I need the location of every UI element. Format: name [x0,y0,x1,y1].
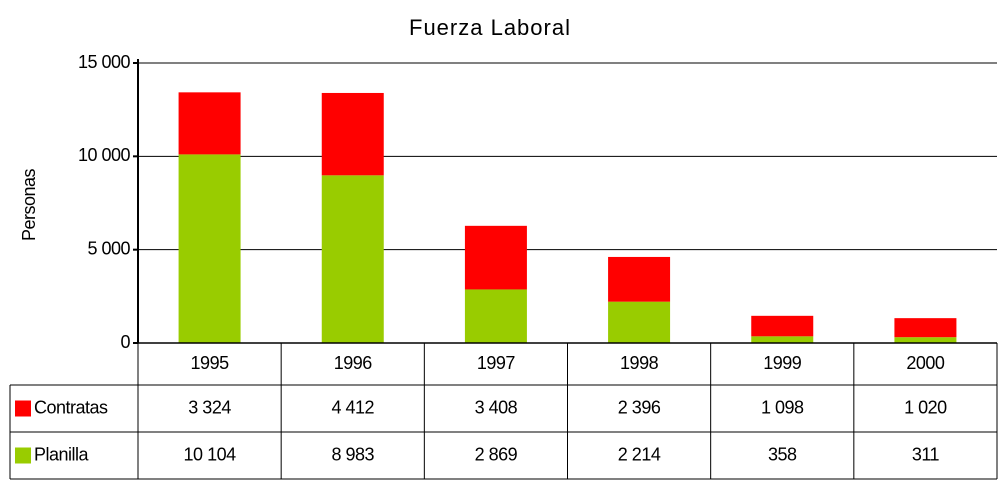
bar-segment [751,315,814,337]
legend-swatch [15,447,31,464]
legend-label: Planilla [34,444,90,464]
table-value: 1 020 [904,397,947,417]
y-axis-label: Personas [19,168,39,241]
x-tick-label: 1999 [763,353,802,373]
bar-segment [321,175,384,343]
chart-title: Fuerza Laboral [409,15,571,40]
x-tick-label: 1997 [477,353,516,373]
table-value: 1 098 [761,397,804,417]
y-tick-label: 15 000 [78,52,131,72]
x-tick-label: 1995 [191,353,230,373]
bar-segment [751,336,814,343]
bar-segment [894,337,957,343]
bar-segment [608,301,671,343]
table-value: 358 [768,444,797,464]
bar-segment [608,256,671,302]
x-tick-label: 2000 [906,353,945,373]
table-value: 2 869 [475,444,518,464]
x-tick-label: 1996 [334,353,373,373]
bar-segment [464,289,527,343]
table-value: 2 396 [618,397,661,417]
bar-segment [178,154,241,343]
legend-swatch [15,400,31,417]
legend-label: Contratas [34,397,108,417]
x-tick-label: 1998 [620,353,659,373]
table-value: 3 408 [475,397,518,417]
y-tick-label: 5 000 [87,238,130,258]
y-tick-label: 10 000 [78,145,131,165]
table-value: 2 214 [618,444,661,464]
table-value: 311 [912,444,940,464]
y-tick-label: 0 [120,332,130,352]
bar-segment [894,318,957,338]
table-value: 10 104 [184,444,237,464]
bar-segment [321,92,384,176]
table-value: 8 983 [331,444,374,464]
table-value: 4 412 [331,397,374,417]
bar-segment [464,225,527,290]
bar-segment [178,92,241,155]
table-value: 3 324 [188,397,231,417]
